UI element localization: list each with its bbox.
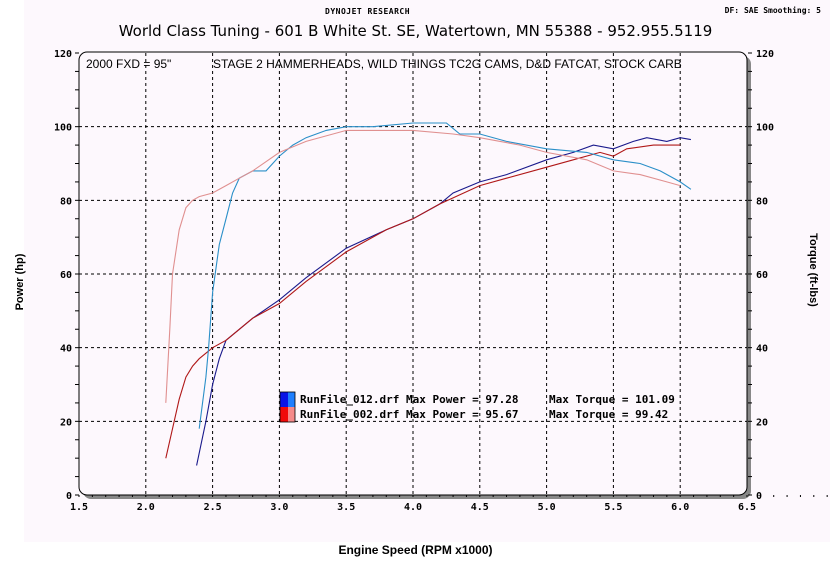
y-tick-label-right: 120 xyxy=(756,49,774,60)
y-tick-label-right: 100 xyxy=(756,123,774,134)
legend-torque-runfile-002: Max Torque = 99.42 xyxy=(549,408,668,421)
y-tick-label-left: 100 xyxy=(54,123,72,134)
chart-subtitle-right: STAGE 2 HAMMERHEADS, WILD THINGS TC2G CA… xyxy=(213,57,682,71)
legend: RunFile_012.drf Max Power = 97.28 Max To… xyxy=(279,391,675,423)
y-tick-label-right: 40 xyxy=(756,344,768,355)
x-tick-label: 4.5 xyxy=(471,502,489,513)
x-tick-label: 5.5 xyxy=(604,502,622,513)
legend-torque-runfile-012: Max Torque = 101.09 xyxy=(549,393,675,406)
x-axis-label: Engine Speed (RPM x1000) xyxy=(338,543,493,557)
x-tick-label: 5.0 xyxy=(538,502,556,513)
y-tick-label-right: 0 xyxy=(756,491,762,502)
curve-3 xyxy=(165,129,681,403)
x-tick-label: 2.5 xyxy=(204,502,222,513)
curve-1 xyxy=(165,144,681,459)
y-tick-label-left: 120 xyxy=(54,49,72,60)
x-tick-label: 1.5 xyxy=(70,502,88,513)
legend-swatch-border xyxy=(279,391,296,423)
grid-lines xyxy=(79,53,747,495)
y-tick-label-right: 60 xyxy=(756,270,768,281)
axis-ticks: 1.5 2.0 2.5 3.0 3.5 4.0 4.5 5.0 5.5 6.0 6.50 020 204… xyxy=(54,49,828,513)
data-curves xyxy=(165,122,692,466)
x-tick-label: 2.0 xyxy=(137,502,155,513)
brand-label: DYNOJET RESEARCH xyxy=(325,7,411,16)
x-tick-label: 4.0 xyxy=(404,502,422,513)
y-tick-label-left: 60 xyxy=(60,270,72,281)
y-tick-label-right: 20 xyxy=(756,417,768,428)
legend-swatch-runfile-012 xyxy=(280,392,288,407)
x-tick-label: 6.5 xyxy=(738,502,756,513)
x-tick-label: 3.0 xyxy=(270,502,288,513)
legend-entry-runfile-002: RunFile_002.drf Max Power = 95.67 xyxy=(300,408,519,421)
x-tick-label: 3.5 xyxy=(337,502,355,513)
y-tick-label-left: 20 xyxy=(60,417,72,428)
plot-area xyxy=(78,51,748,496)
y-tick-label-left: 40 xyxy=(60,344,72,355)
y-tick-label-right: 80 xyxy=(756,196,768,207)
legend-swatch-runfile-002-light xyxy=(288,407,295,422)
legend-swatch-runfile-002 xyxy=(280,407,288,422)
curve-2 xyxy=(198,122,692,429)
settings-label: DF: SAE Smoothing: 5 xyxy=(724,6,821,15)
legend-entry-runfile-012: RunFile_012.drf Max Power = 97.28 xyxy=(300,393,519,406)
y-tick-label-left: 0 xyxy=(66,491,72,502)
chart-title: World Class Tuning - 601 B White St. SE,… xyxy=(118,22,713,40)
chart-subtitle-left: 2000 FXD = 95" xyxy=(86,57,171,71)
y-tick-label-left: 80 xyxy=(60,196,72,207)
x-tick-label: 6.0 xyxy=(671,502,689,513)
legend-swatch-runfile-012-light xyxy=(288,392,295,407)
